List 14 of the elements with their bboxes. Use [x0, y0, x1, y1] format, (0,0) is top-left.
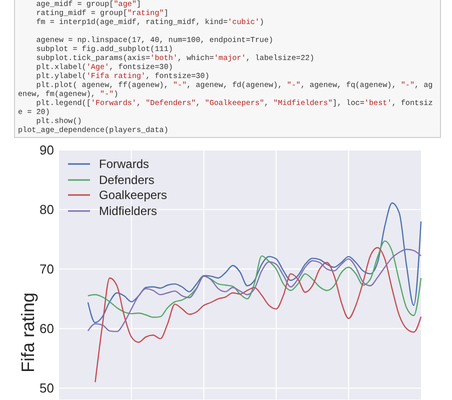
- legend-label: Forwards: [99, 156, 150, 171]
- y-tick-label: 90: [40, 142, 54, 158]
- y-axis-title: Fifa rating: [18, 292, 38, 373]
- legend-label: Defenders: [99, 172, 154, 187]
- line-series: [94, 247, 422, 383]
- line-series: [87, 248, 422, 332]
- y-tick-label: 50: [40, 380, 54, 396]
- y-tick-label: 70: [40, 262, 54, 277]
- y-tick-label: 80: [40, 202, 54, 218]
- legend-label: Midfielders: [99, 204, 158, 218]
- legend-label: Goalkeepers: [99, 188, 168, 202]
- y-tick-label: 60: [40, 321, 54, 336]
- line-series: [87, 202, 422, 324]
- line-series: [87, 240, 422, 318]
